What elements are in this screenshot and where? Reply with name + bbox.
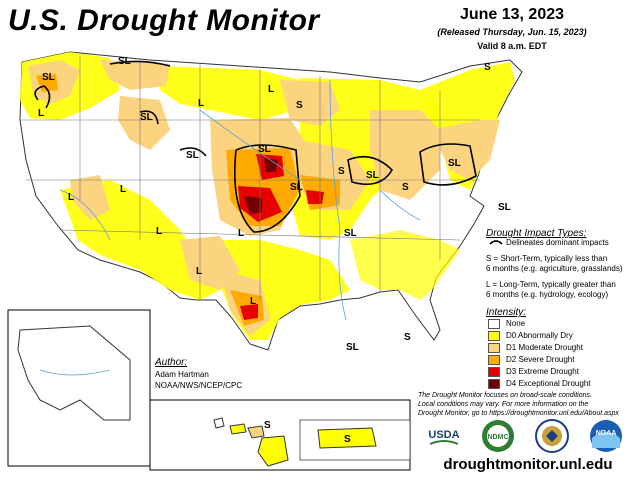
puerto-rico-outline	[317, 427, 377, 449]
impact-s-line1: S = Short-Term, typically less than	[486, 254, 608, 263]
released-date: (Released Thursday, Jun. 15, 2023)	[437, 27, 587, 37]
map-label-l-oregon: L	[38, 108, 44, 119]
disclaimer-line: Local conditions may vary. For more info…	[418, 401, 589, 408]
author-title: Author:	[155, 357, 188, 368]
d4-nebraska	[264, 158, 278, 172]
author-name: Adam Hartman	[155, 370, 209, 379]
d1-montana	[100, 60, 170, 90]
legend-label: None	[506, 319, 526, 328]
map-label-sl-washington: SL	[42, 72, 55, 83]
legend-label: D0 Abnormally Dry	[506, 331, 573, 340]
map-date: June 13, 2023	[459, 6, 565, 23]
d3-missouri	[306, 190, 324, 204]
legend-item-d4: D4 Exceptional Drought	[488, 378, 591, 389]
svg-text:USDA: USDA	[428, 429, 459, 441]
svg-text:NDMC: NDMC	[488, 434, 509, 441]
legend-item-d0: D0 Abnormally Dry	[488, 330, 573, 341]
legend-swatch	[488, 378, 500, 389]
d3-texas	[240, 304, 258, 320]
legend-item-d2: D2 Severe Drought	[488, 354, 574, 365]
d1-idaho-oregon	[118, 96, 170, 150]
hawaii-island-kauai	[213, 417, 225, 429]
impact-lines	[34, 60, 477, 233]
map-label-l-texas: L	[250, 296, 256, 307]
hawaii-island-maui	[247, 425, 265, 439]
map-label-sl-montana: SL	[118, 56, 131, 67]
map-label-l-arizona: L	[156, 226, 162, 237]
map-label-l-new-mexico: L	[196, 266, 202, 277]
alaska-outline	[17, 325, 131, 421]
hawaii-island-big	[257, 435, 289, 467]
hawaii-island-oahu	[229, 423, 247, 435]
impact-line-description: Delineates dominant impacts	[506, 238, 609, 247]
map-label-s-ohio: S	[402, 182, 409, 193]
map-label-sl-colorado: SL	[186, 150, 199, 161]
legend-swatch	[488, 366, 500, 377]
doc-seal-logo	[534, 418, 570, 454]
map-label-l-nevada: L	[68, 192, 74, 203]
map-label-l-dakota: L	[268, 84, 274, 95]
legend-label: D2 Severe Drought	[506, 355, 575, 364]
ndmc-logo: NDMC	[480, 418, 516, 454]
map-label-l-utah: L	[120, 184, 126, 195]
page-title: U.S. Drought Monitor	[8, 4, 320, 37]
alaska-rivers	[39, 369, 111, 376]
usda-logo: USDA	[426, 418, 462, 454]
disclaimer-line: Drought Monitor, go to https://droughtmo…	[418, 410, 619, 417]
rivers	[59, 79, 421, 321]
d1-michigan-ohio	[370, 110, 440, 200]
map-label-sl-idaho: SL	[140, 112, 153, 123]
usda-logo-icon: USDA	[428, 426, 460, 445]
map-label-sl-missouri: SL	[290, 182, 303, 193]
impact-legend-title: Drought Impact Types:	[486, 228, 587, 239]
legend-label: D1 Moderate Drought	[506, 343, 583, 352]
legend-swatch	[488, 330, 500, 341]
valid-time: Valid 8 a.m. EDT	[477, 41, 547, 51]
d1-minnesota	[280, 80, 340, 126]
legend-swatch	[488, 342, 500, 353]
map-label-sl-virginia: SL	[498, 202, 511, 213]
d0-northern-plains	[160, 66, 300, 120]
author-org: NOAA/NWS/NCEP/CPC	[155, 381, 243, 390]
impact-s-line2: 6 months (e.g. agriculture, grasslands)	[486, 264, 623, 273]
map-label-s-illinois: S	[338, 166, 345, 177]
legend-item-d1: D1 Moderate Drought	[488, 342, 583, 353]
noaa-logo-icon: NOAA	[590, 420, 622, 452]
legend-label: D4 Exceptional Drought	[506, 379, 591, 388]
map-label-l-wyoming: L	[198, 98, 204, 109]
impact-line-symbol	[489, 240, 503, 245]
legend-item-d3: D3 Extreme Drought	[488, 366, 579, 377]
legend-label: D3 Extreme Drought	[506, 367, 579, 376]
d1-northeast	[430, 120, 500, 180]
map-label-sl-nebraska: SL	[258, 144, 271, 155]
d4-kansas	[244, 196, 262, 214]
intensity-legend-title: Intensity:	[486, 307, 527, 318]
map-label-sl-tennessee: SL	[344, 228, 357, 239]
ndmc-logo-icon: NDMC	[482, 420, 514, 452]
map-label-s-florida: S	[404, 332, 411, 343]
map-label-l-oklahoma: L	[238, 228, 244, 239]
noaa-logo: NOAA	[588, 418, 624, 454]
map-label-s-hawaii: S	[264, 420, 271, 431]
map-label-sl-pennsylvania: SL	[448, 158, 461, 169]
site-url[interactable]: droughtmonitor.unl.edu	[443, 456, 613, 473]
legend-swatch	[488, 318, 500, 329]
d0-southeast	[350, 230, 460, 300]
map-label-sl-louisiana: SL	[346, 342, 359, 353]
svg-text:NOAA: NOAA	[596, 430, 617, 437]
legend-item-none: None	[488, 318, 525, 329]
state-lines	[20, 56, 480, 300]
impact-l-line2: 6 months (e.g. hydrology, ecology)	[486, 290, 609, 299]
doc-seal-icon	[535, 419, 569, 453]
map-label-sl-indiana: SL	[366, 170, 379, 181]
map-label-s-maine: S	[484, 62, 491, 73]
disclaimer-line: The Drought Monitor focuses on broad-sca…	[418, 392, 592, 399]
map-label-s-minnesota: S	[296, 100, 303, 111]
disclaimer: The Drought Monitor focuses on broad-sca…	[418, 391, 638, 418]
impact-l-line1: L = Long-Term, typically greater than	[486, 280, 616, 289]
map-label-s-puerto-rico: S	[344, 434, 351, 445]
legend-swatch	[488, 354, 500, 365]
